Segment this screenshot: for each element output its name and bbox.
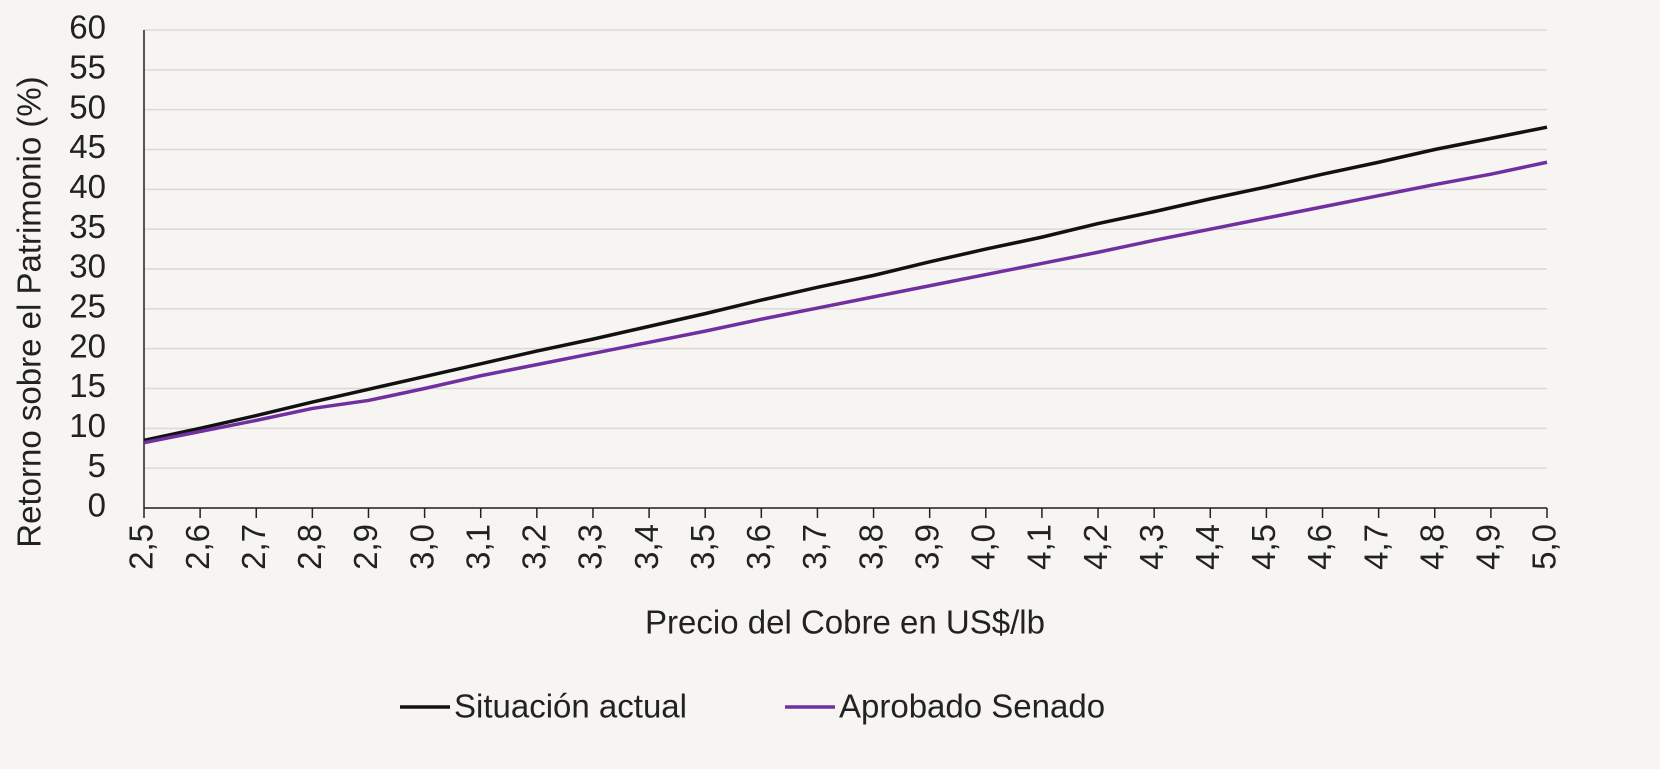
x-tick-label: 4,0 — [965, 524, 1002, 570]
x-tick-label: 4,4 — [1189, 524, 1226, 570]
y-tick-label: 40 — [69, 168, 106, 205]
x-tick-label: 2,8 — [291, 524, 328, 570]
x-tick-label: 4,6 — [1301, 524, 1338, 570]
y-tick-label: 30 — [69, 248, 106, 285]
x-axis-title: Precio del Cobre en US$/lb — [645, 604, 1045, 641]
x-tick-label: 4,8 — [1413, 524, 1450, 570]
y-tick-label: 25 — [69, 288, 106, 325]
x-tick-label: 4,1 — [1021, 524, 1058, 570]
x-tick-label: 3,1 — [459, 524, 496, 570]
legend-label: Aprobado Senado — [839, 688, 1105, 725]
x-tick-label: 2,5 — [123, 524, 160, 570]
y-tick-label: 15 — [69, 367, 106, 404]
x-tick-label: 3,5 — [684, 524, 721, 570]
x-tick-label: 3,4 — [628, 524, 665, 570]
x-tick-label: 3,9 — [908, 524, 945, 570]
y-tick-label: 55 — [69, 49, 106, 86]
y-tick-label: 20 — [69, 327, 106, 364]
x-tick-label: 4,2 — [1077, 524, 1114, 570]
x-tick-label: 4,3 — [1133, 524, 1170, 570]
y-tick-label: 60 — [69, 9, 106, 46]
x-tick-label: 2,7 — [235, 524, 272, 570]
x-tick-label: 2,6 — [179, 524, 216, 570]
x-tick-label: 3,0 — [403, 524, 440, 570]
x-tick-label: 4,5 — [1245, 524, 1282, 570]
x-tick-label: 3,2 — [516, 524, 553, 570]
x-tick-label: 2,9 — [347, 524, 384, 570]
x-tick-label: 3,6 — [740, 524, 777, 570]
x-tick-label: 4,9 — [1470, 524, 1507, 570]
y-tick-label: 35 — [69, 208, 106, 245]
y-tick-label: 45 — [69, 128, 106, 165]
line-series — [143, 125, 1548, 442]
x-tick-label: 5,0 — [1526, 524, 1563, 570]
line-series — [143, 160, 1548, 445]
y-tick-label: 10 — [69, 407, 106, 444]
y-tick-label: 5 — [88, 447, 106, 484]
x-tick-label: 3,3 — [572, 524, 609, 570]
y-axis-title: Retorno sobre el Patrimonio (%) — [11, 76, 48, 547]
y-tick-label: 0 — [88, 487, 106, 524]
x-tick-label: 4,7 — [1357, 524, 1394, 570]
legend-label: Situación actual — [454, 688, 687, 725]
x-tick-label: 3,8 — [852, 524, 889, 570]
y-tick-label: 50 — [69, 88, 106, 125]
x-tick-label: 3,7 — [796, 524, 833, 570]
